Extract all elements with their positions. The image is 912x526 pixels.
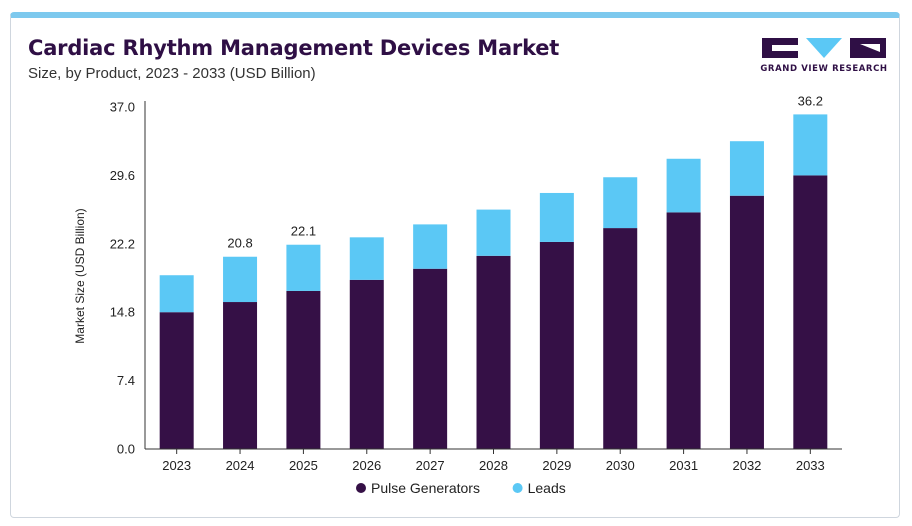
legend: Pulse Generators Leads xyxy=(356,480,566,496)
x-tick-label: 2028 xyxy=(479,458,508,473)
y-tick-label: 7.4 xyxy=(117,373,135,388)
legend-label-pulse-generators: Pulse Generators xyxy=(371,480,480,496)
y-axis: 0.0 7.4 14.8 22.2 29.6 37.0 xyxy=(110,100,146,457)
bar-leads-2029 xyxy=(539,192,574,242)
logo-text: GRAND VIEW RESEARCH xyxy=(760,64,888,74)
grand-view-research-logo-icon xyxy=(762,38,886,58)
x-tick-label: 2023 xyxy=(162,458,191,473)
y-tick-label: 29.6 xyxy=(110,168,135,183)
x-tick-label: 2029 xyxy=(542,458,571,473)
x-axis: 2023 2024 2025 2026 2027 2028 2029 2030 2031 2032… xyxy=(145,448,842,473)
legend-marker-pulse-generators xyxy=(356,483,366,493)
x-tick-label: 2027 xyxy=(416,458,445,473)
bar-pulse-generators-2027 xyxy=(413,268,448,449)
bar-pulse-generators-2031 xyxy=(666,212,701,449)
bar-leads-2032 xyxy=(729,141,764,196)
bar-pulse-generators-2025 xyxy=(286,290,321,449)
bar-leads-2027 xyxy=(413,224,448,269)
x-tick-label: 2031 xyxy=(669,458,698,473)
bar-leads-2026 xyxy=(349,237,384,280)
data-label-2025: 22.1 xyxy=(291,224,316,239)
x-tick-label: 2033 xyxy=(796,458,825,473)
bars-group xyxy=(159,114,828,449)
x-tick-label: 2026 xyxy=(352,458,381,473)
y-tick-label: 0.0 xyxy=(117,442,135,457)
data-label-2024: 20.8 xyxy=(227,236,252,251)
bar-pulse-generators-2033 xyxy=(793,175,828,449)
bar-pulse-generators-2029 xyxy=(539,241,574,449)
bar-pulse-generators-2023 xyxy=(159,312,194,449)
chart-title: Cardiac Rhythm Management Devices Market xyxy=(28,36,560,60)
bar-leads-2031 xyxy=(666,158,701,213)
y-tick-label: 37.0 xyxy=(110,100,135,115)
x-tick-label: 2030 xyxy=(606,458,635,473)
x-tick-label: 2032 xyxy=(732,458,761,473)
bar-leads-2028 xyxy=(476,209,511,256)
chart-subtitle: Size, by Product, 2023 - 2033 (USD Billi… xyxy=(28,65,316,82)
x-tick-label: 2025 xyxy=(289,458,318,473)
data-label-2033: 36.2 xyxy=(798,93,823,108)
bar-pulse-generators-2024 xyxy=(223,302,258,449)
bar-leads-2030 xyxy=(603,177,638,229)
x-tick-label: 2024 xyxy=(226,458,255,473)
bar-leads-2033 xyxy=(793,114,828,176)
bar-pulse-generators-2032 xyxy=(729,195,764,449)
data-labels-group: 20.8 22.1 36.2 xyxy=(227,93,823,250)
bar-leads-2024 xyxy=(223,256,258,303)
legend-label-leads: Leads xyxy=(528,480,566,496)
bar-pulse-generators-2028 xyxy=(476,255,511,449)
y-tick-label: 22.2 xyxy=(110,236,135,251)
bar-pulse-generators-2026 xyxy=(349,279,384,449)
bar-leads-2023 xyxy=(159,275,194,313)
bar-pulse-generators-2030 xyxy=(603,228,638,449)
y-tick-label: 14.8 xyxy=(110,305,135,320)
bar-leads-2025 xyxy=(286,244,321,291)
legend-marker-leads xyxy=(512,483,523,493)
y-axis-title: Market Size (USD Billion) xyxy=(73,208,87,343)
